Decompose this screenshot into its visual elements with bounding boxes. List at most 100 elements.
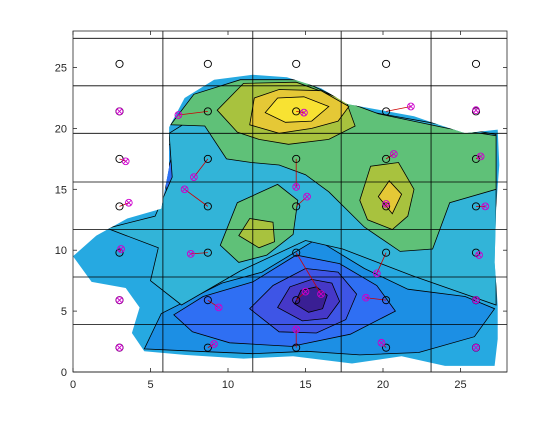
moved-point-circle (301, 287, 310, 296)
original-point (471, 154, 481, 163)
original-point (203, 248, 212, 257)
original-point (115, 59, 124, 68)
moved-point-circle (292, 325, 301, 334)
original-point (292, 296, 301, 305)
moved-point (214, 303, 223, 312)
link-line (386, 106, 411, 112)
moved-point (117, 245, 125, 253)
moved-point-circle (121, 157, 130, 166)
moved-point-cross (383, 201, 389, 207)
y-tick-label: 10 (55, 245, 67, 257)
original-point (115, 202, 124, 211)
moved-point-circle (382, 200, 390, 208)
moved-point-cross (188, 251, 194, 257)
moved-point (362, 293, 370, 302)
moved-point-circle (390, 150, 398, 158)
moved-point-circle (210, 340, 218, 348)
moved-point-cross (477, 153, 484, 160)
original-point (471, 59, 481, 68)
original-point (203, 154, 212, 163)
moved-point (372, 269, 381, 278)
moved-point (382, 200, 390, 208)
moved-point (210, 340, 218, 348)
moved-point-circle (214, 303, 223, 312)
moved-point-cross (374, 270, 380, 277)
moved-point (481, 202, 490, 211)
moved-point-cross (473, 107, 479, 113)
moved-point-cross (126, 199, 132, 206)
original-point (203, 202, 212, 211)
moved-point-circle (186, 250, 195, 258)
moved-point-cross (116, 297, 123, 303)
moved-point (317, 290, 325, 298)
moved-point-circle (475, 251, 483, 259)
contour-band (238, 218, 275, 249)
moved-point-circle (472, 343, 480, 352)
link-line (184, 188, 209, 207)
original-point (203, 296, 212, 305)
moved-point (292, 183, 301, 191)
moved-point (303, 192, 311, 201)
moved-point (174, 111, 183, 119)
moved-point (124, 198, 133, 207)
moved-point (300, 108, 308, 117)
original-point (115, 248, 124, 257)
moved-point-cross (116, 108, 123, 115)
moved-point-circle (115, 296, 124, 304)
moved-point (121, 157, 130, 166)
y-tick-label: 20 (55, 123, 67, 135)
link-line (190, 252, 208, 255)
moved-point (472, 296, 480, 304)
moved-point-cross (378, 340, 385, 346)
original-point (292, 59, 301, 68)
y-tick-label: 25 (55, 63, 67, 75)
y-tick-label: 5 (61, 306, 67, 318)
moved-point-cross (122, 158, 129, 165)
moved-point-cross (302, 288, 309, 295)
axes: 0 5 10 15 20 25 0 5 10 15 20 25 (55, 30, 508, 391)
moved-point-circle (292, 183, 301, 191)
moved-point-cross (301, 109, 307, 116)
original-point (382, 154, 391, 163)
moved-point (476, 152, 485, 161)
contour-band (377, 180, 403, 215)
moved-point (407, 102, 415, 111)
original-point (292, 202, 301, 211)
moved-point-circle (300, 108, 308, 117)
x-tick-label: 0 (70, 379, 76, 391)
link-line (119, 202, 129, 207)
moved-point-circle (317, 290, 325, 298)
original-point (382, 248, 391, 257)
moved-point-circle (472, 106, 480, 115)
moved-point-circle (377, 338, 386, 347)
original-point (292, 107, 301, 116)
x-tick-label: 15 (299, 379, 311, 391)
original-point (203, 59, 212, 68)
moved-point-cross (473, 344, 479, 351)
y-tick-label: 15 (55, 184, 67, 196)
original-point (382, 202, 391, 211)
original-point (382, 343, 391, 352)
moved-point (186, 250, 195, 258)
original-point (471, 202, 481, 211)
moved-point-circle (174, 111, 183, 119)
moved-point-circle (476, 152, 485, 161)
moved-point-circle (115, 343, 124, 352)
x-tick-label: 5 (147, 379, 153, 391)
moved-point-cross (118, 246, 124, 252)
axes-box (72, 30, 508, 373)
link-line (295, 252, 322, 295)
moved-point (472, 343, 480, 352)
original-point (203, 343, 212, 352)
original-point (292, 154, 301, 163)
moved-point-cross (215, 304, 222, 311)
moved-point-circle (117, 245, 125, 253)
original-point (382, 107, 391, 116)
moved-point-cross (293, 326, 299, 333)
moved-point-circle (303, 192, 311, 201)
original-point (382, 296, 391, 305)
contour-band (264, 96, 330, 123)
moved-point-cross (476, 252, 482, 258)
moved-point-cross (318, 291, 324, 297)
